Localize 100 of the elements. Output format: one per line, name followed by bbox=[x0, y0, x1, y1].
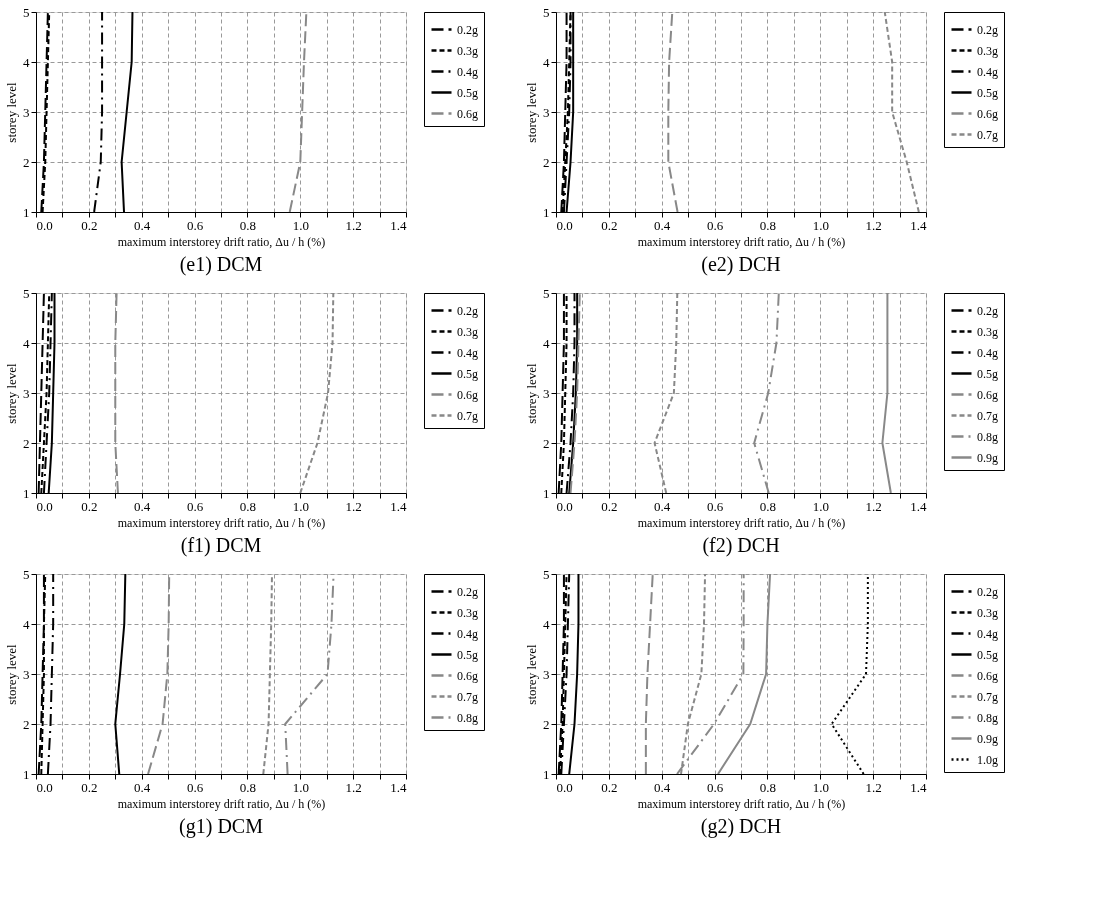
y-tick-label: 4 bbox=[23, 54, 30, 70]
text: (e1) DCM bbox=[179, 253, 263, 276]
x-tick-label: 1.2 bbox=[865, 779, 882, 795]
x-tick-label: 0.0 bbox=[36, 498, 53, 514]
text: (g1) DCM bbox=[179, 815, 264, 838]
legend-label: 0.6g bbox=[977, 668, 998, 683]
legend-label: 0.6g bbox=[457, 668, 478, 683]
x-axis-title: maximum interstorey drift ratio, Δu / h (%) bbox=[637, 515, 846, 530]
y-tick-label: 4 bbox=[23, 335, 30, 351]
x-tick-label: 0.0 bbox=[36, 779, 53, 795]
legend-label: 0.7g bbox=[977, 689, 998, 704]
y-tick-label: 1 bbox=[543, 766, 550, 782]
x-tick-label: 1.2 bbox=[345, 217, 362, 233]
y-axis-title: storey level bbox=[4, 643, 19, 705]
legend-label: 0.5g bbox=[977, 647, 998, 662]
y-axis-title: storey level bbox=[524, 643, 539, 705]
y-tick-label: 2 bbox=[23, 435, 30, 451]
x-tick-label: 0.4 bbox=[134, 217, 151, 233]
y-tick-label: 1 bbox=[543, 485, 550, 501]
x-tick-label: 0.0 bbox=[556, 498, 573, 514]
x-tick-label: 0.2 bbox=[81, 779, 98, 795]
legend-label: 0.4g bbox=[457, 626, 478, 641]
legend-label: 0.8g bbox=[457, 710, 478, 725]
x-tick-label: 0.8 bbox=[759, 779, 777, 795]
legend-label: 0.4g bbox=[977, 626, 998, 641]
y-tick-label: 5 bbox=[543, 4, 550, 20]
x-axis-title: maximum interstorey drift ratio, Δu / h (%) bbox=[117, 796, 326, 811]
x-tick-label: 1.4 bbox=[910, 217, 927, 233]
legend-label: 0.4g bbox=[977, 345, 998, 360]
x-tick-label: 0.4 bbox=[654, 217, 671, 233]
x-tick-label: 0.2 bbox=[81, 217, 98, 233]
x-tick-label: 1.2 bbox=[345, 498, 362, 514]
legend-label: 0.2g bbox=[457, 303, 478, 318]
y-tick-label: 5 bbox=[543, 566, 550, 582]
x-tick-label: 0.6 bbox=[186, 217, 204, 233]
x-tick-label: 0.4 bbox=[654, 779, 671, 795]
x-tick-label: 0.8 bbox=[239, 217, 257, 233]
legend-label: 0.6g bbox=[977, 106, 998, 121]
x-axis-title: maximum interstorey drift ratio, Δu / h (%) bbox=[637, 234, 846, 249]
legend-label: 0.3g bbox=[457, 324, 478, 339]
text: (g2) DCH bbox=[700, 815, 782, 838]
legend-label: 1.0g bbox=[977, 752, 998, 767]
legend-label: 0.6g bbox=[457, 106, 478, 121]
x-axis-title: maximum interstorey drift ratio, Δu / h (%) bbox=[637, 796, 846, 811]
y-tick-label: 4 bbox=[543, 616, 550, 632]
x-tick-label: 0.4 bbox=[134, 779, 151, 795]
legend-label: 0.2g bbox=[977, 303, 998, 318]
text: (f1) DCM bbox=[180, 534, 262, 557]
x-tick-label: 0.6 bbox=[186, 498, 204, 514]
y-tick-label: 5 bbox=[23, 4, 30, 20]
legend-label: 0.7g bbox=[977, 127, 998, 142]
y-tick-label: 3 bbox=[543, 385, 550, 401]
x-tick-label: 1.4 bbox=[390, 498, 407, 514]
x-axis-title: maximum interstorey drift ratio, Δu / h (%) bbox=[117, 515, 326, 530]
x-tick-label: 0.8 bbox=[239, 779, 257, 795]
y-tick-label: 2 bbox=[543, 716, 550, 732]
x-tick-label: 1.0 bbox=[292, 217, 309, 233]
y-axis-title: storey level bbox=[524, 81, 539, 143]
y-tick-label: 3 bbox=[23, 104, 30, 120]
y-tick-label: 4 bbox=[543, 335, 550, 351]
legend-label: 0.3g bbox=[977, 43, 998, 58]
y-tick-label: 2 bbox=[23, 154, 30, 170]
legend-label: 0.3g bbox=[457, 605, 478, 620]
legend-label: 0.2g bbox=[457, 22, 478, 37]
x-tick-label: 0.8 bbox=[239, 498, 257, 514]
legend-label: 0.3g bbox=[977, 324, 998, 339]
legend-label: 0.2g bbox=[977, 22, 998, 37]
y-tick-label: 5 bbox=[23, 285, 30, 301]
x-axis-title: maximum interstorey drift ratio, Δu / h (%) bbox=[117, 234, 326, 249]
y-tick-label: 3 bbox=[23, 666, 30, 682]
x-tick-label: 0.4 bbox=[654, 498, 671, 514]
y-tick-label: 2 bbox=[543, 435, 550, 451]
legend-label: 0.4g bbox=[457, 64, 478, 79]
x-tick-label: 0.0 bbox=[556, 779, 573, 795]
y-axis-title: storey level bbox=[4, 81, 19, 143]
legend-label: 0.2g bbox=[457, 584, 478, 599]
y-tick-label: 3 bbox=[23, 385, 30, 401]
x-tick-label: 0.2 bbox=[601, 498, 618, 514]
legend-label: 0.6g bbox=[457, 387, 478, 402]
x-tick-label: 0.8 bbox=[759, 217, 777, 233]
legend-label: 0.5g bbox=[977, 85, 998, 100]
y-tick-label: 5 bbox=[543, 285, 550, 301]
y-axis-title: storey level bbox=[4, 362, 19, 424]
x-tick-label: 0.0 bbox=[556, 217, 573, 233]
x-tick-label: 0.6 bbox=[706, 217, 724, 233]
y-tick-label: 4 bbox=[23, 616, 30, 632]
x-tick-label: 1.4 bbox=[910, 779, 927, 795]
legend-label: 0.7g bbox=[457, 689, 478, 704]
y-tick-label: 1 bbox=[23, 204, 30, 220]
x-tick-label: 1.2 bbox=[865, 498, 882, 514]
legend-label: 0.5g bbox=[457, 366, 478, 381]
legend-label: 0.9g bbox=[977, 731, 998, 746]
x-tick-label: 0.2 bbox=[81, 498, 98, 514]
y-tick-label: 1 bbox=[23, 485, 30, 501]
x-tick-label: 1.4 bbox=[910, 498, 927, 514]
x-tick-label: 0.6 bbox=[706, 498, 724, 514]
x-tick-label: 0.6 bbox=[186, 779, 204, 795]
y-tick-label: 5 bbox=[23, 566, 30, 582]
x-tick-label: 0.2 bbox=[601, 779, 618, 795]
x-tick-label: 1.4 bbox=[390, 217, 407, 233]
